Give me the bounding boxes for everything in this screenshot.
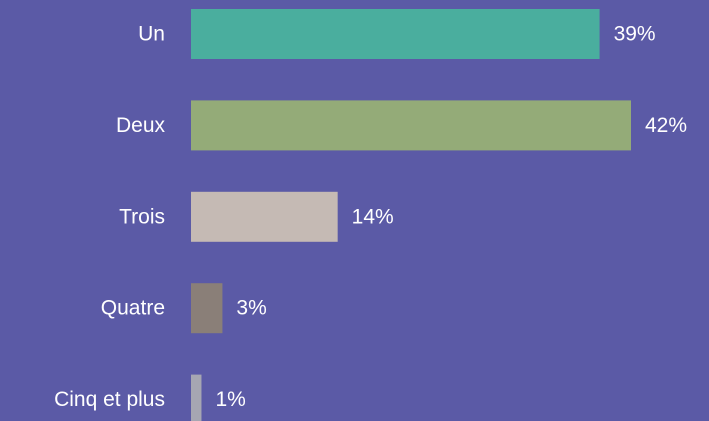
value-label: 39% [614,23,656,46]
category-label: Deux [116,114,166,137]
value-label: 3% [236,297,266,320]
bar [191,191,338,242]
value-label: 42% [645,114,687,137]
category-label: Trois [119,205,165,228]
category-label: Quatre [101,297,165,320]
bar [191,100,631,151]
category-label: Cinq et plus [54,388,165,411]
bar [191,9,600,59]
value-label: 14% [352,205,394,228]
bar [191,374,202,421]
bar [191,283,223,334]
value-label: 1% [215,388,245,411]
category-label: Un [138,23,165,46]
